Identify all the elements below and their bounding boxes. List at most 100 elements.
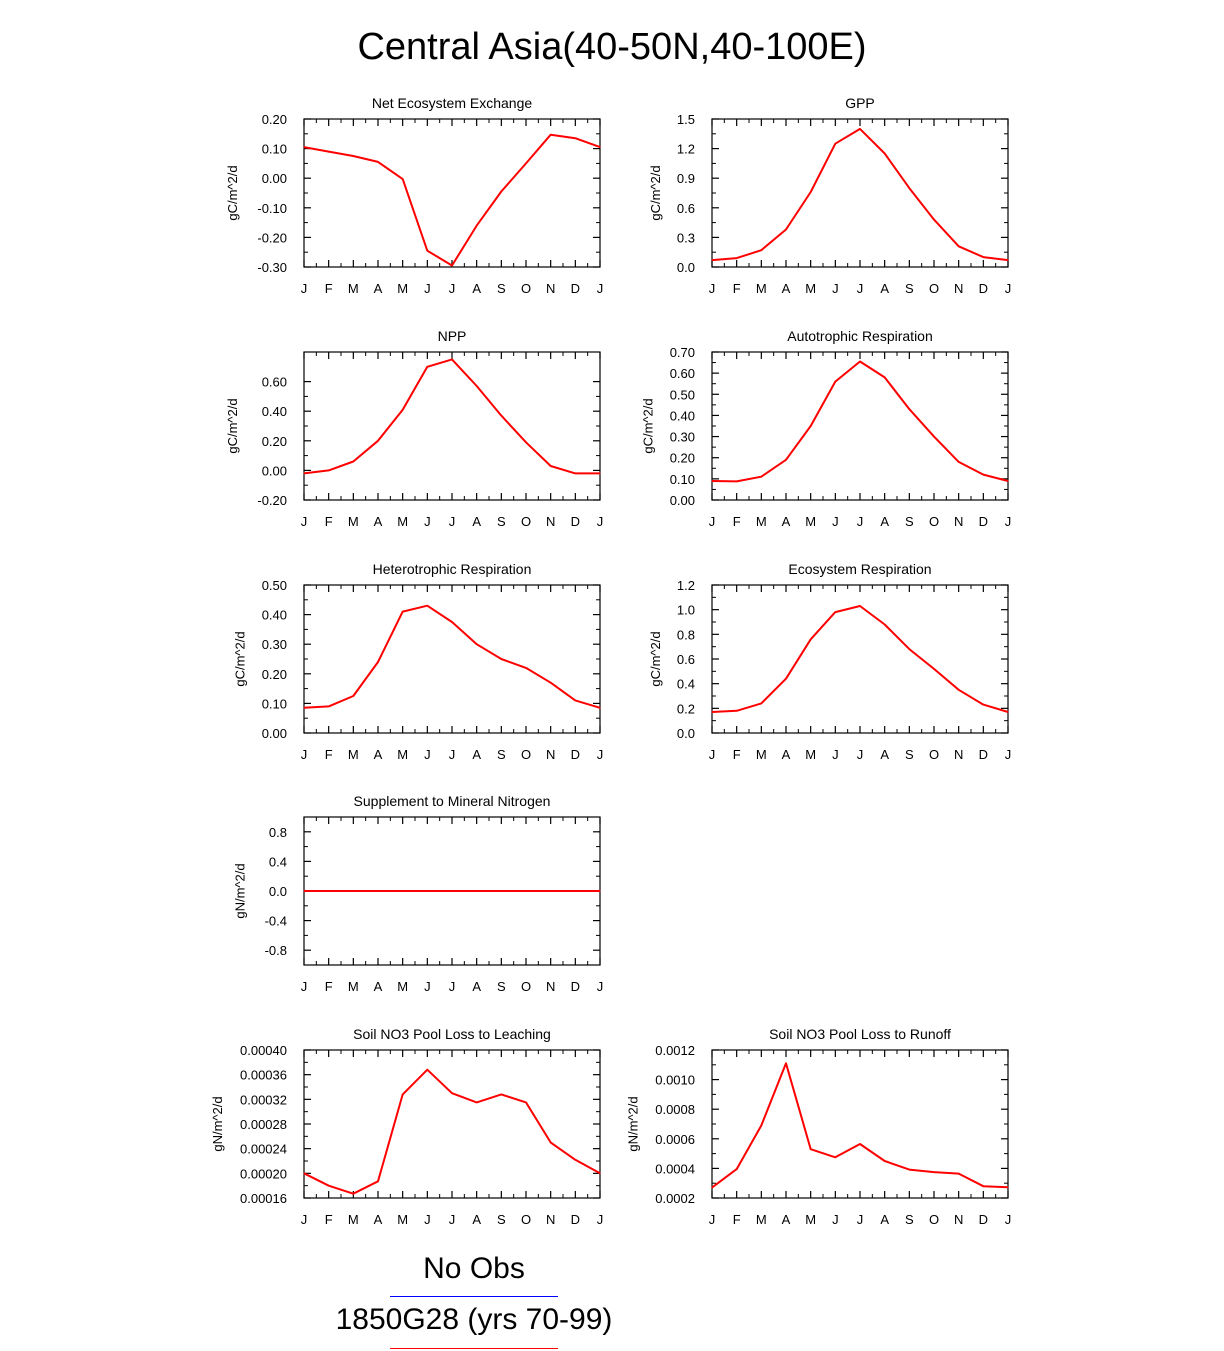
- data-point: [736, 710, 738, 712]
- x-tick-label: A: [374, 979, 383, 994]
- y-tick-label: -0.10: [257, 201, 287, 216]
- y-tick-label: 1.2: [677, 142, 695, 157]
- y-tick-label: 0.10: [670, 472, 695, 487]
- y-tick-label: 0.00: [670, 493, 695, 508]
- x-tick-label: M: [756, 747, 767, 762]
- data-point: [933, 1171, 935, 1173]
- y-tick-label: 0.60: [262, 375, 287, 390]
- x-tick-label: N: [954, 1212, 963, 1227]
- x-tick-label: F: [325, 747, 333, 762]
- x-tick-label: D: [571, 514, 580, 529]
- x-tick-label: M: [805, 747, 816, 762]
- x-tick-label: F: [733, 747, 741, 762]
- x-tick-label: J: [597, 747, 604, 762]
- data-point: [525, 667, 527, 669]
- y-tick-label: -0.8: [265, 943, 287, 958]
- x-tick-label: F: [325, 1212, 333, 1227]
- plot-frame: [303, 1049, 601, 1199]
- chart-title: GPP: [845, 95, 875, 111]
- x-tick-label: S: [905, 747, 914, 762]
- data-point: [574, 699, 576, 702]
- y-tick-label: 0.00036: [240, 1068, 287, 1083]
- y-axis-label: gC/m^2/d: [648, 165, 663, 220]
- data-point: [402, 178, 404, 180]
- x-tick-label: F: [733, 514, 741, 529]
- y-tick-label: 0.50: [262, 578, 287, 593]
- x-tick-label: D: [979, 747, 988, 762]
- y-tick-label: 0.40: [262, 404, 287, 419]
- plot-frame: [303, 118, 601, 268]
- chart-title: NPP: [438, 328, 467, 344]
- y-tick-label: 0.8: [677, 627, 695, 642]
- data-point: [810, 191, 812, 193]
- data-point: [599, 890, 601, 892]
- series-line: [711, 360, 1009, 483]
- x-tick-label: J: [857, 514, 864, 529]
- x-tick-label: J: [301, 514, 308, 529]
- x-tick-label: J: [857, 747, 864, 762]
- x-tick-label: J: [301, 1212, 308, 1227]
- data-point: [884, 152, 886, 155]
- y-tick-label: 0.00: [262, 463, 287, 478]
- x-tick-label: A: [472, 1212, 481, 1227]
- data-point: [377, 440, 379, 442]
- y-tick-label: 0.3: [677, 230, 695, 245]
- data-point: [760, 249, 762, 251]
- plot-frame: [303, 351, 601, 501]
- y-tick-label: 0.00040: [240, 1043, 287, 1058]
- series-line: [303, 1068, 601, 1195]
- data-point: [328, 890, 330, 892]
- x-tick-label: D: [979, 1212, 988, 1227]
- x-tick-label: A: [880, 1212, 889, 1227]
- y-tick-label: 0.40: [670, 408, 695, 423]
- y-tick-label: 0.9: [677, 171, 695, 186]
- data-point: [760, 476, 762, 478]
- data-point: [711, 259, 713, 261]
- x-tick-label: A: [880, 747, 889, 762]
- x-tick-label: J: [1005, 1212, 1012, 1227]
- data-point: [933, 219, 935, 221]
- x-tick-label: N: [546, 281, 555, 296]
- data-point: [525, 1101, 527, 1104]
- series-line: [711, 605, 1009, 713]
- data-point: [859, 1143, 861, 1145]
- data-point: [500, 890, 502, 892]
- x-tick-label: M: [805, 1212, 816, 1227]
- data-point: [908, 408, 910, 410]
- x-tick-label: D: [979, 514, 988, 529]
- y-tick-label: 0.20: [670, 451, 695, 466]
- data-point: [476, 643, 478, 645]
- x-tick-label: J: [597, 281, 604, 296]
- x-tick-label: J: [709, 1212, 716, 1227]
- data-point: [426, 366, 428, 368]
- data-point: [933, 668, 935, 670]
- y-tick-label: 0.0: [677, 726, 695, 741]
- data-point: [760, 702, 762, 705]
- data-point: [352, 460, 354, 463]
- x-tick-label: S: [497, 281, 506, 296]
- data-point: [574, 472, 576, 474]
- data-point: [574, 137, 576, 139]
- x-tick-label: S: [497, 1212, 506, 1227]
- y-axis-label: gN/m^2/d: [233, 863, 248, 918]
- x-tick-label: A: [374, 514, 383, 529]
- data-point: [352, 890, 354, 892]
- y-tick-label: 0.0: [269, 884, 287, 899]
- x-tick-label: N: [546, 979, 555, 994]
- data-point: [426, 890, 428, 892]
- x-tick-label: M: [756, 281, 767, 296]
- data-point: [500, 415, 502, 417]
- x-tick-label: M: [348, 1212, 359, 1227]
- data-point: [834, 381, 836, 383]
- y-tick-label: 0.40: [262, 608, 287, 623]
- y-tick-label: 0.00024: [240, 1142, 287, 1157]
- chart-title: Ecosystem Respiration: [788, 561, 931, 577]
- x-tick-label: A: [374, 1212, 383, 1227]
- y-axis-label: gC/m^2/d: [648, 631, 663, 686]
- x-tick-label: M: [397, 747, 408, 762]
- x-tick-label: M: [348, 747, 359, 762]
